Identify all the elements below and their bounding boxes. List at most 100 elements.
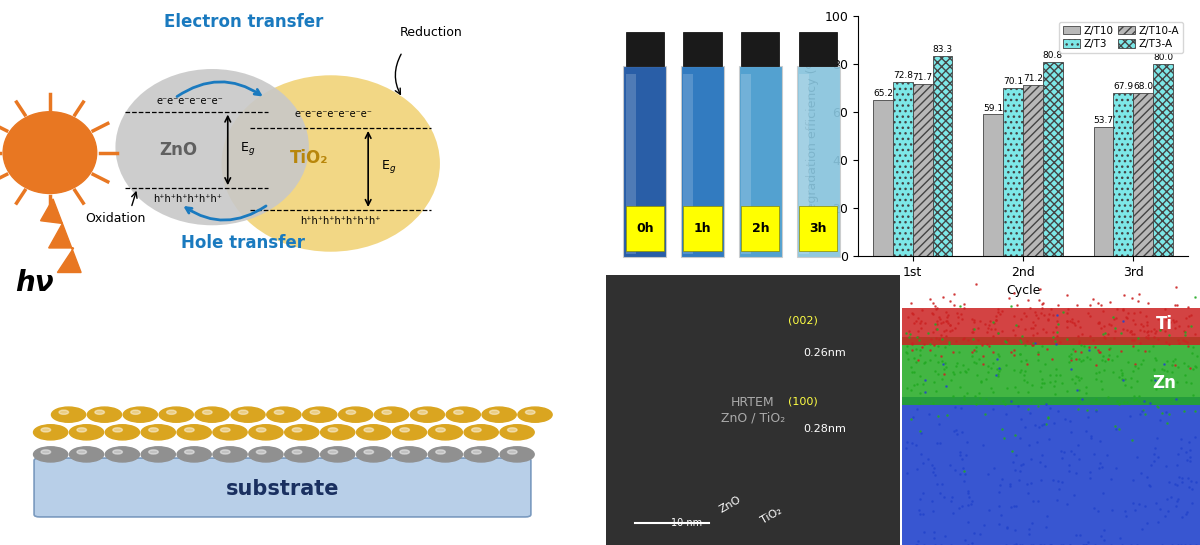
Point — [910, 319, 929, 328]
Point — [955, 470, 974, 479]
Point — [1176, 328, 1195, 337]
Bar — [1003, 88, 1024, 256]
Point — [959, 365, 978, 373]
Point — [1122, 336, 1141, 344]
Point — [1122, 374, 1141, 383]
Point — [937, 316, 956, 325]
Point — [1177, 507, 1196, 516]
Point — [931, 352, 950, 360]
Point — [1134, 326, 1153, 335]
Point — [934, 370, 953, 379]
Point — [935, 359, 954, 368]
Point — [907, 465, 926, 474]
Point — [983, 317, 1002, 326]
Point — [1105, 326, 1124, 335]
Point — [950, 382, 970, 391]
Point — [1022, 381, 1042, 390]
Point — [1080, 342, 1099, 351]
Text: Zn: Zn — [1152, 374, 1176, 392]
Point — [1145, 444, 1164, 452]
Point — [1165, 300, 1184, 309]
Point — [1049, 300, 1068, 309]
Point — [1037, 328, 1056, 337]
Point — [908, 505, 928, 514]
Point — [972, 377, 991, 386]
Point — [1091, 459, 1110, 468]
Point — [899, 355, 918, 364]
Point — [1092, 356, 1111, 365]
Point — [1012, 337, 1031, 346]
Point — [898, 341, 917, 350]
Point — [914, 541, 934, 545]
Point — [1121, 326, 1140, 335]
Point — [1181, 457, 1200, 465]
Point — [964, 316, 983, 325]
Point — [1061, 427, 1080, 436]
Point — [950, 469, 970, 478]
Point — [952, 310, 971, 319]
Point — [1046, 323, 1066, 331]
Point — [908, 356, 928, 365]
Point — [979, 470, 998, 479]
Circle shape — [446, 407, 480, 422]
Point — [1024, 331, 1043, 340]
Point — [997, 523, 1016, 532]
Text: 71.7: 71.7 — [912, 73, 932, 82]
Point — [1000, 479, 1019, 488]
Point — [1067, 531, 1086, 540]
Point — [1088, 298, 1108, 307]
Point — [1080, 474, 1099, 482]
Point — [902, 308, 922, 317]
Point — [1094, 333, 1114, 342]
Point — [978, 362, 997, 371]
Point — [1182, 349, 1200, 358]
Point — [1162, 492, 1181, 501]
Point — [1111, 329, 1130, 338]
Circle shape — [490, 410, 499, 414]
Point — [1129, 397, 1148, 405]
Point — [1157, 338, 1176, 347]
Point — [1116, 375, 1135, 384]
Point — [1181, 541, 1200, 545]
Point — [1043, 476, 1062, 485]
Point — [1069, 376, 1088, 384]
Point — [900, 327, 919, 336]
Point — [901, 299, 920, 307]
Point — [948, 359, 967, 367]
Point — [1024, 338, 1043, 347]
Point — [916, 358, 935, 366]
Point — [1030, 367, 1049, 376]
Point — [938, 319, 958, 328]
Point — [947, 362, 966, 371]
Point — [1156, 374, 1175, 383]
Circle shape — [106, 425, 139, 440]
Point — [1004, 541, 1024, 545]
Point — [1175, 359, 1194, 368]
Point — [1126, 506, 1145, 514]
Point — [1152, 541, 1171, 545]
Point — [1186, 292, 1200, 301]
Point — [1028, 356, 1048, 365]
Point — [934, 293, 953, 301]
Point — [954, 300, 973, 309]
Point — [1090, 368, 1109, 377]
Point — [1004, 502, 1024, 511]
Point — [966, 343, 985, 352]
Point — [1022, 518, 1042, 527]
Point — [1092, 377, 1111, 385]
Point — [1043, 310, 1062, 319]
Point — [1112, 369, 1132, 378]
Point — [905, 318, 924, 327]
Circle shape — [410, 407, 444, 422]
Circle shape — [500, 425, 534, 440]
Point — [1114, 305, 1133, 313]
Point — [1138, 328, 1157, 336]
Point — [936, 332, 955, 341]
Circle shape — [464, 425, 498, 440]
Point — [922, 335, 941, 344]
Point — [1105, 314, 1124, 323]
Point — [986, 365, 1006, 373]
Point — [914, 527, 934, 536]
Point — [1183, 342, 1200, 351]
Point — [1151, 325, 1170, 334]
